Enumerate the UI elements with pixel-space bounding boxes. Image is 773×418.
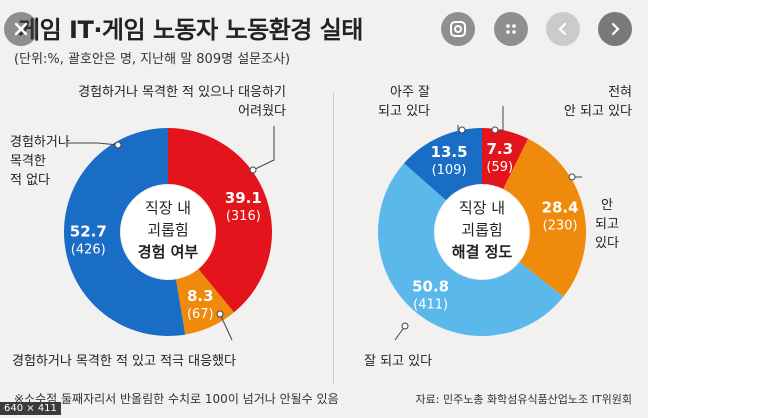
label-line: 경험하거나 — [10, 135, 70, 150]
slice-value-label: 50.8 — [412, 277, 449, 295]
pie-slice-1 — [175, 269, 234, 335]
left-label-bottom: 경험하거나 목격한 적 있고 적극 대응했다 — [12, 354, 236, 369]
image-size-badge: 640 × 411 — [0, 402, 61, 415]
leader-line — [219, 313, 233, 341]
more-icon[interactable] — [494, 12, 528, 46]
slice-value-label: 13.5 — [431, 143, 468, 161]
source-credit: 자료: 민주노총 화학섬유식품산업노조 IT위원회 — [415, 393, 632, 406]
label-line: 전혀 — [608, 85, 632, 100]
right-label-top-left: 아주 잘 되고 있다 — [344, 83, 430, 121]
donut-center-label: 괴롭힘 — [461, 221, 502, 239]
label-line: 목격한 — [10, 154, 46, 169]
leader-dot — [216, 310, 224, 318]
left-label-left: 경험하거나 목격한 적 없다 — [10, 133, 70, 190]
slice-count-label: (316) — [226, 209, 261, 224]
right-pie-chart: 7.3 (59) 28.4 (230) 50.8 (411) 13.5 (109) — [378, 128, 587, 336]
donut-center-label: 경험 여부 — [138, 243, 199, 261]
footnote: ※소수점 둘째자리서 반올림한 수치로 100이 넘거나 안될수 있음 — [14, 392, 339, 406]
slice-count-label: (67) — [187, 307, 214, 322]
label-line: 되고 있다 — [378, 104, 430, 119]
slice-count-label: (230) — [543, 219, 578, 234]
donut-center-label: 직장 내 — [459, 199, 505, 217]
leader-dot — [401, 322, 409, 330]
next-icon[interactable] — [598, 12, 632, 46]
label-line: 어려웠다 — [238, 104, 286, 119]
donut-hole — [435, 185, 529, 279]
left-label-top: 경험하거나 목격한 적 있으나 대응하기 어려웠다 — [30, 83, 286, 121]
slice-value-label: 8.3 — [187, 287, 214, 305]
right-label-top-right: 전혀 안 되고 있다 — [520, 83, 632, 121]
donut-hole — [121, 185, 215, 279]
donut-center-label: 해결 정도 — [452, 243, 513, 261]
slice-count-label: (59) — [486, 160, 513, 175]
leader-dot — [249, 166, 257, 174]
leader-line — [68, 142, 119, 146]
pie-slice-3 — [403, 128, 482, 201]
prev-icon[interactable] — [546, 12, 580, 46]
pie-slice-2 — [63, 128, 186, 336]
charts-svg: 39.1 (316) 8.3 (67) 52.7 (426) 7.3 (59) 28.4 (23… — [63, 106, 587, 341]
page-title: 게임 IT·게임 노동자 노동환경 실태 — [18, 16, 363, 44]
label-line: 있다 — [595, 236, 619, 251]
slice-value-label: 28.4 — [542, 199, 579, 217]
slice-value-label: 39.1 — [225, 189, 262, 207]
right-label-bottom: 잘 되고 있다 — [364, 354, 433, 369]
label-line: 아주 잘 — [389, 85, 430, 100]
chart-divider — [333, 92, 334, 384]
slice-count-label: (109) — [432, 163, 467, 178]
right-label-right: 안 되고 있다 — [592, 196, 622, 253]
leader-dot — [114, 141, 122, 149]
label-line: 되고 — [595, 217, 619, 232]
slice-count-label: (426) — [71, 243, 106, 258]
subtitle: (단위:%, 괄호안은 명, 지난해 말 809명 설문조사) — [14, 52, 291, 67]
slice-value-label: 52.7 — [70, 223, 107, 241]
donut-center-label: 직장 내 — [145, 199, 191, 217]
pie-slice-2 — [378, 163, 564, 336]
donut-center-label: 괴롭힘 — [147, 221, 188, 239]
slice-count-label: (411) — [413, 297, 448, 312]
leader-lines — [68, 106, 582, 341]
label-line: 경험하거나 목격한 적 있으나 대응하기 — [78, 85, 286, 100]
label-line: 적 없다 — [10, 173, 51, 188]
label-line: 안 — [601, 198, 613, 213]
infographic-card: 게임 IT·게임 노동자 노동환경 실태 (단위:%, 괄호안은 명, 지난해 … — [0, 0, 648, 418]
leader-line — [495, 106, 504, 131]
pie-slice-0 — [168, 128, 273, 313]
pie-slice-0 — [482, 128, 529, 189]
close-icon[interactable] — [4, 12, 38, 46]
label-line: 안 되고 있다 — [563, 104, 632, 119]
slice-value-label: 7.3 — [486, 140, 513, 158]
leader-dot — [458, 126, 466, 134]
pie-slice-1 — [503, 138, 587, 297]
leader-dot — [491, 126, 499, 134]
leader-line — [252, 126, 275, 171]
left-pie-chart: 39.1 (316) 8.3 (67) 52.7 (426) — [63, 128, 273, 336]
leader-dot — [568, 173, 576, 181]
lens-icon[interactable] — [441, 12, 475, 46]
